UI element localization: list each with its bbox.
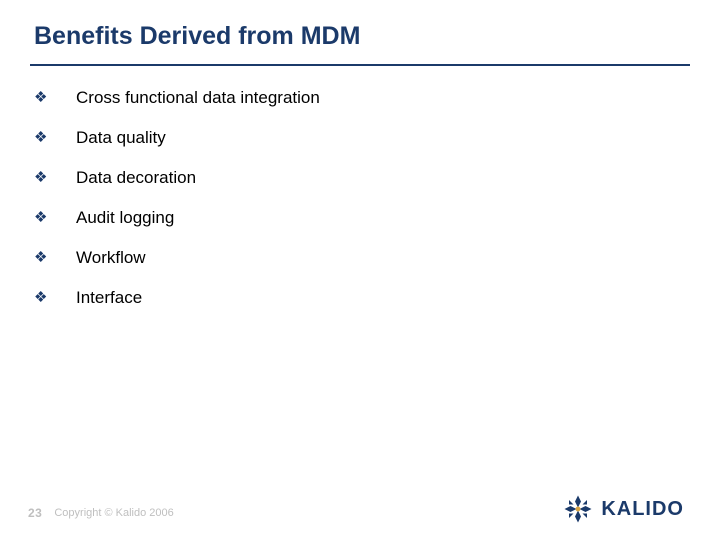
list-item: ❖ Workflow (34, 248, 660, 268)
bullet-text: Data quality (76, 128, 166, 148)
list-item: ❖ Data quality (34, 128, 660, 148)
list-item: ❖ Interface (34, 288, 660, 308)
bullet-list: ❖ Cross functional data integration ❖ Da… (34, 88, 660, 328)
title-underline (30, 64, 690, 66)
list-item: ❖ Cross functional data integration (34, 88, 660, 108)
diamond-bullet-icon: ❖ (34, 128, 50, 148)
list-item: ❖ Data decoration (34, 168, 660, 188)
diamond-bullet-icon: ❖ (34, 168, 50, 188)
slide: Benefits Derived from MDM ❖ Cross functi… (0, 0, 720, 540)
bullet-text: Workflow (76, 248, 146, 268)
bullet-text: Data decoration (76, 168, 196, 188)
copyright-text: Copyright © Kalido 2006 (54, 507, 173, 519)
list-item: ❖ Audit logging (34, 208, 660, 228)
bullet-text: Audit logging (76, 208, 174, 228)
diamond-bullet-icon: ❖ (34, 88, 50, 108)
page-number: 23 (28, 506, 42, 520)
slide-title: Benefits Derived from MDM (34, 22, 360, 51)
diamond-bullet-icon: ❖ (34, 288, 50, 308)
bullet-text: Cross functional data integration (76, 88, 320, 108)
logo-text: KALIDO (601, 498, 684, 521)
diamond-bullet-icon: ❖ (34, 248, 50, 268)
footer: 23 Copyright © Kalido 2006 (28, 506, 174, 520)
bullet-text: Interface (76, 288, 142, 308)
diamond-bullet-icon: ❖ (34, 208, 50, 228)
brand-logo: KALIDO (563, 494, 684, 524)
logo-mark-icon (563, 494, 593, 524)
